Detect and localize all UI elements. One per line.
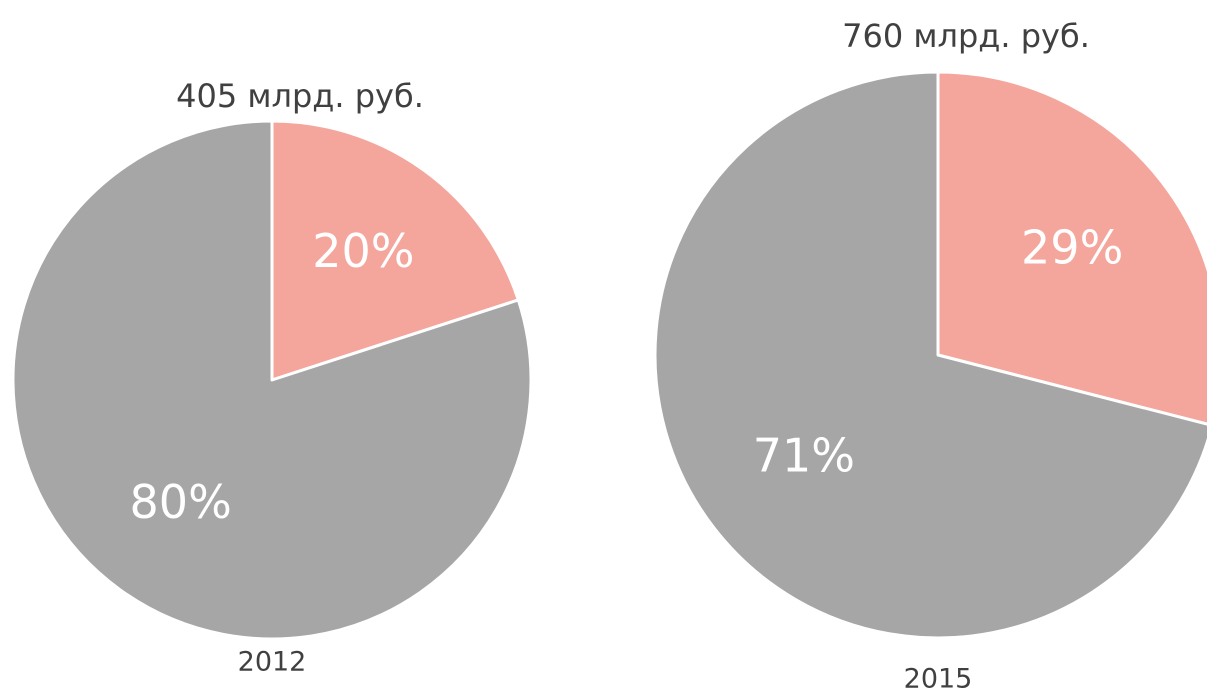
pie-slice (270, 119, 520, 382)
value-label: 20% (312, 224, 414, 278)
pie-slice (936, 70, 1207, 426)
value-label: 80% (130, 475, 232, 529)
year-label: 2015 (904, 664, 973, 695)
chart-title: 760 млрд. руб. (842, 17, 1090, 55)
value-label: 29% (1021, 220, 1123, 274)
pie-slice (11, 119, 533, 641)
value-label: 71% (753, 429, 855, 483)
pie-slice (653, 70, 1207, 640)
chart-title: 405 млрд. руб. (176, 77, 424, 115)
year-label: 2012 (238, 647, 307, 678)
